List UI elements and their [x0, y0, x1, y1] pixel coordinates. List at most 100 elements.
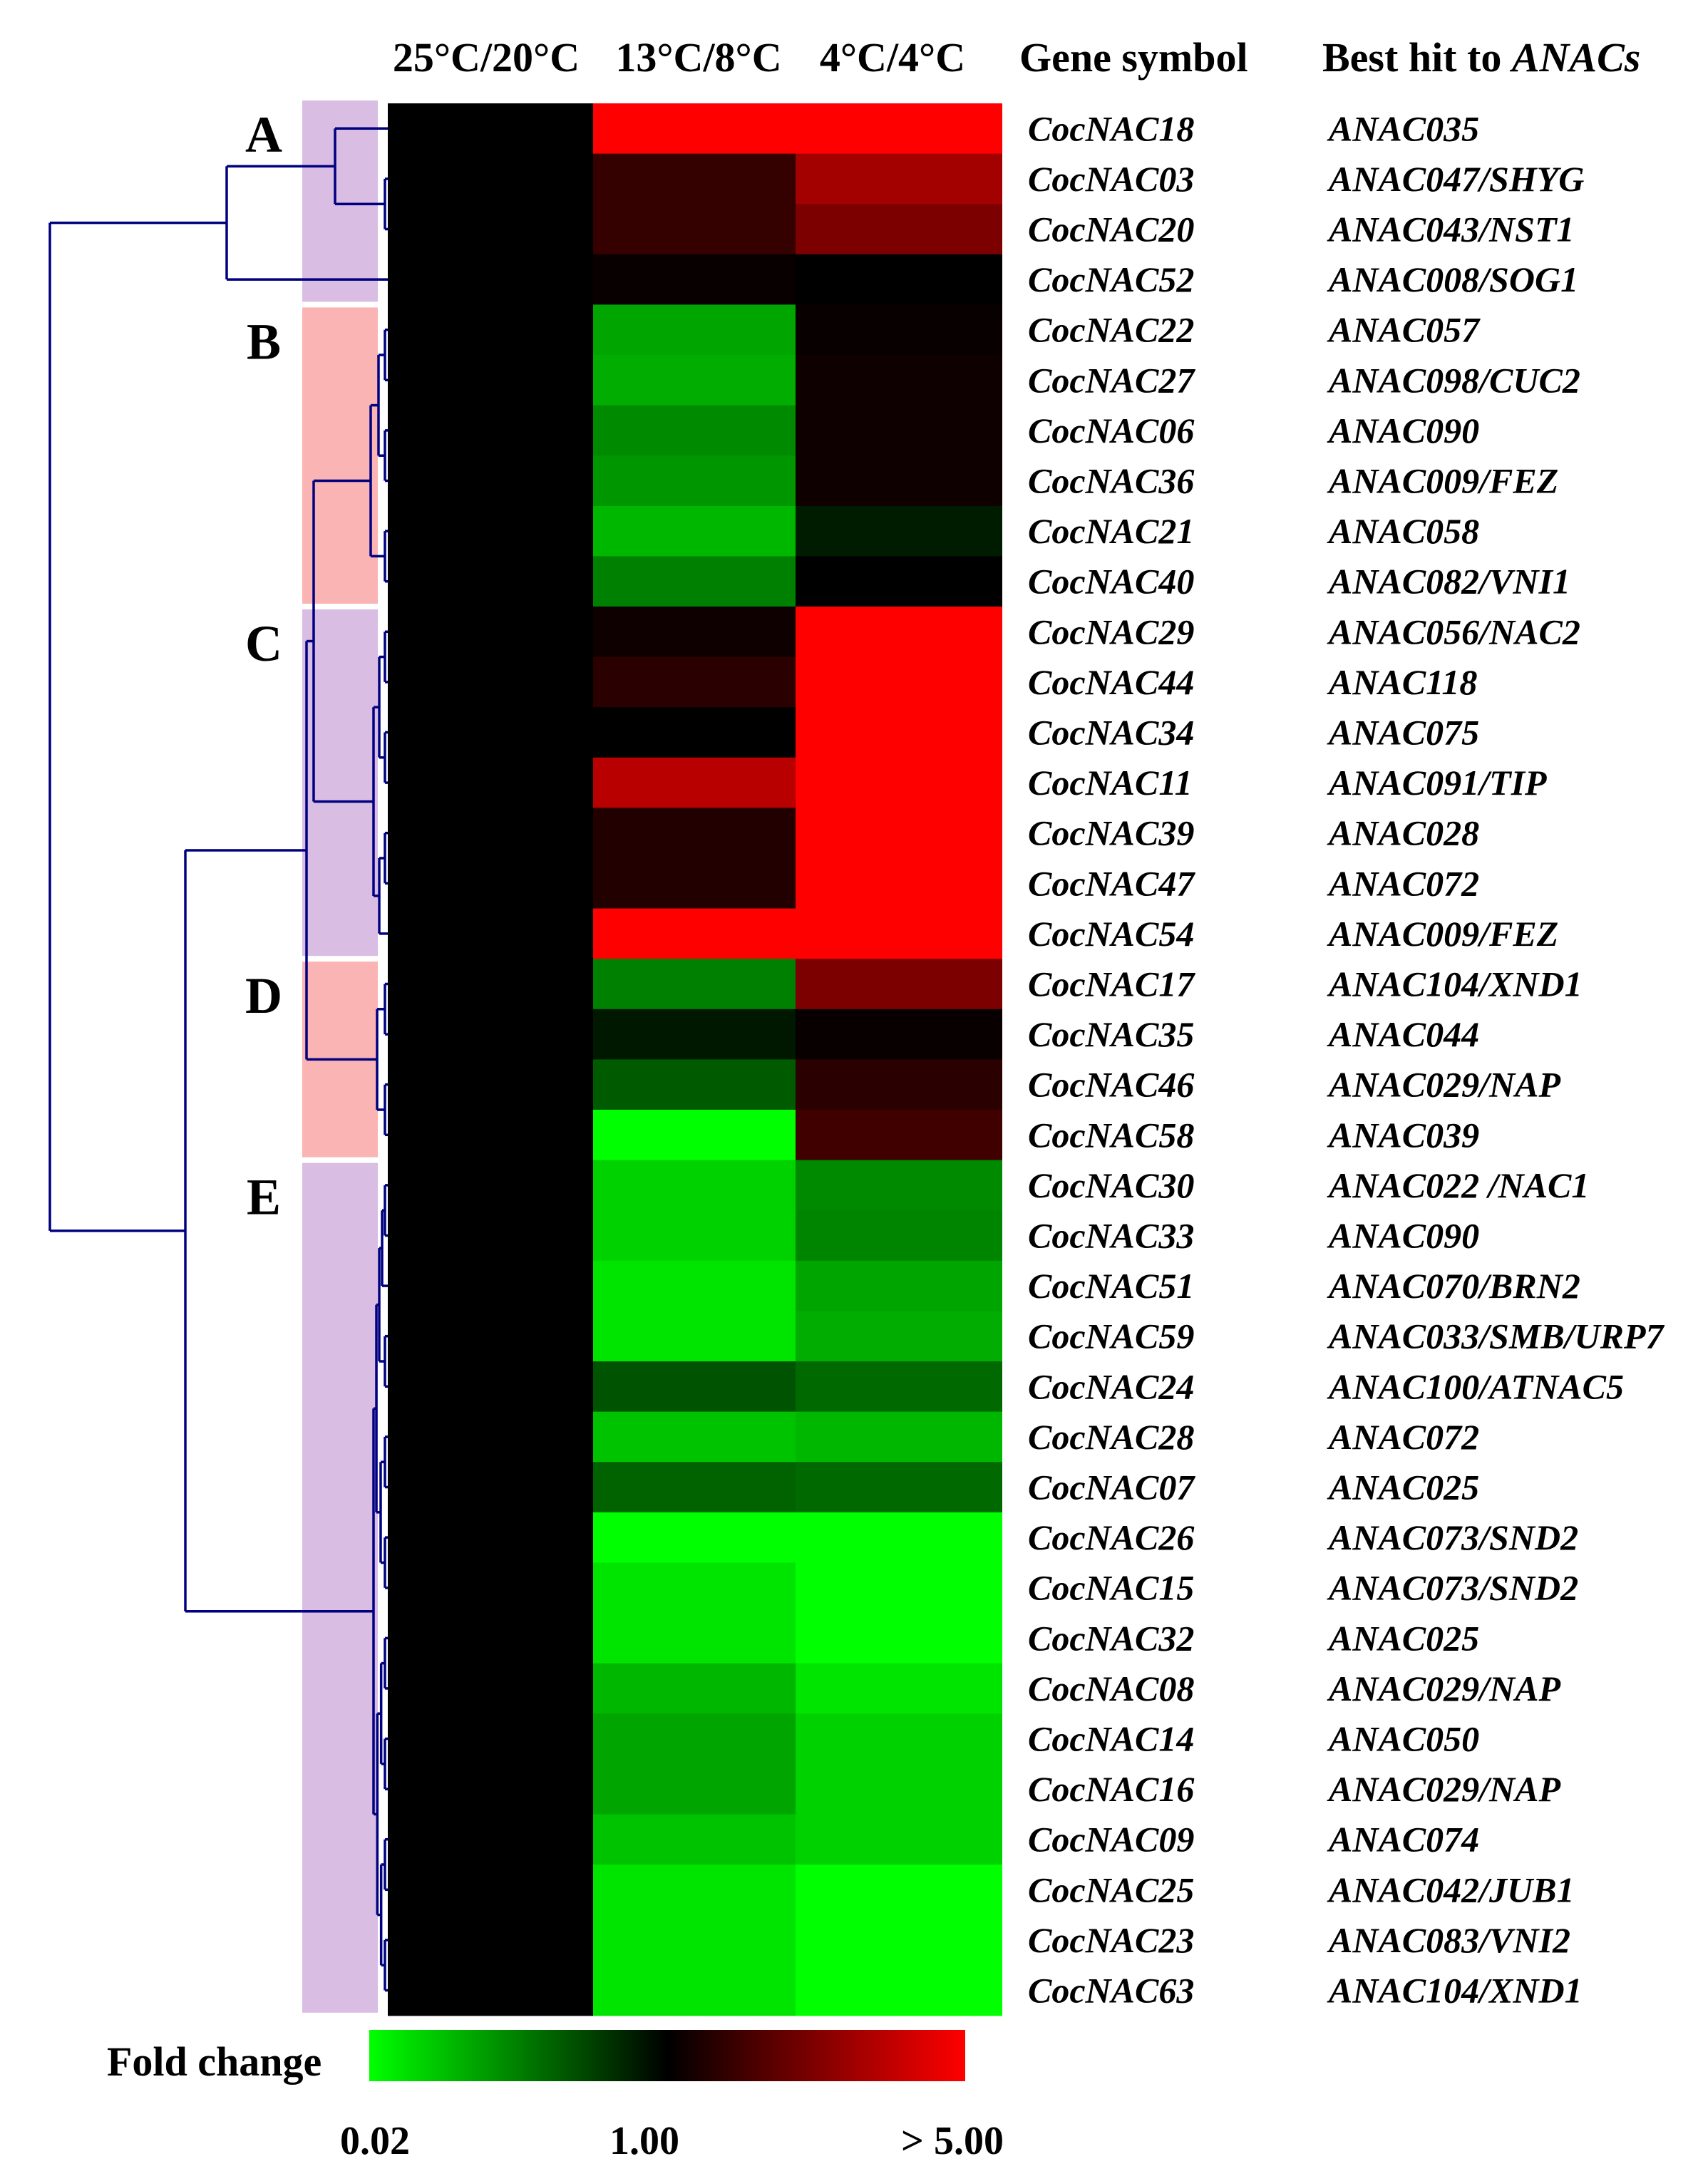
heatmap-cell	[388, 556, 593, 607]
heatmap-cell	[593, 355, 796, 406]
heatmap-cell	[796, 707, 1002, 758]
heatmap-cell	[796, 405, 1002, 456]
heatmap-cell	[796, 254, 1002, 305]
gene-symbol-label: CocNAC51	[1028, 1266, 1194, 1306]
best-hit-header-italic: ANACs	[1510, 34, 1641, 81]
gene-symbol-label: CocNAC52	[1028, 259, 1194, 299]
best-hit-label: ANAC091/TIP	[1327, 763, 1547, 803]
heatmap-cell	[796, 1110, 1002, 1161]
heatmap-cell	[796, 959, 1002, 1010]
gene-symbol-label: CocNAC28	[1028, 1417, 1194, 1457]
heatmap-cell	[593, 1713, 796, 1765]
heatmap-cell	[796, 355, 1002, 406]
heatmap-cell	[796, 304, 1002, 356]
heatmap-cell	[796, 757, 1002, 808]
heatmap-cell	[388, 1965, 593, 2016]
heatmap-cell	[388, 1613, 593, 1664]
heatmap-cell	[796, 908, 1002, 959]
heatmap-cell	[388, 908, 593, 959]
heatmap-cell	[796, 103, 1002, 155]
heatmap-cell	[593, 1512, 796, 1563]
heatmap-cell	[593, 1663, 796, 1714]
heatmap-cell	[388, 1562, 593, 1614]
gene-symbol-label: CocNAC08	[1028, 1669, 1194, 1708]
heatmap-cell	[593, 1059, 796, 1110]
gene-symbol-label: CocNAC06	[1028, 411, 1194, 450]
gene-symbol-label: CocNAC33	[1028, 1216, 1194, 1256]
heatmap-cell	[796, 1914, 1002, 1966]
gene-symbol-label: CocNAC27	[1028, 360, 1195, 400]
best-hit-label: ANAC050	[1327, 1719, 1479, 1759]
heatmap-cell	[388, 959, 593, 1010]
best-hit-label: ANAC118	[1327, 662, 1477, 702]
gene-symbol-label: CocNAC44	[1028, 662, 1194, 702]
heatmap-cell	[796, 1210, 1002, 1262]
best-hit-label: ANAC047/SHYG	[1327, 159, 1584, 199]
heatmap-cell	[388, 1260, 593, 1311]
heatmap-cell	[593, 707, 796, 758]
heatmap-cell	[388, 1914, 593, 1966]
best-hit-label: ANAC008/SOG1	[1327, 259, 1578, 299]
gene-symbol-label: CocNAC29	[1028, 612, 1194, 651]
cluster-band-a	[302, 100, 378, 302]
heatmap-cell	[593, 1613, 796, 1664]
heatmap-cell	[388, 607, 593, 658]
best-hit-label: ANAC009/FEZ	[1327, 914, 1558, 954]
heatmap-cell	[388, 1462, 593, 1513]
heatmap-cell	[388, 757, 593, 808]
heatmap-cell	[388, 1059, 593, 1110]
best-hit-label: ANAC043/NST1	[1327, 210, 1575, 249]
best-hit-label: ANAC070/BRN2	[1327, 1266, 1580, 1306]
cluster-groups: A B C D E	[245, 100, 378, 2013]
heatmap-cell	[388, 1110, 593, 1161]
best-hit-header: Best hit to ANACs	[1322, 34, 1640, 81]
gene-symbol-label: CocNAC26	[1028, 1517, 1194, 1557]
heatmap-cell	[593, 1562, 796, 1614]
best-hit-label: ANAC072	[1327, 1417, 1479, 1457]
heatmap-cell	[796, 1260, 1002, 1311]
heatmap-cell	[796, 656, 1002, 708]
heatmap-cell	[796, 556, 1002, 607]
heatmap-cell	[796, 1512, 1002, 1563]
heatmap-cell	[796, 1361, 1002, 1413]
heatmap-cell	[593, 808, 796, 859]
best-hit-label: ANAC029/NAP	[1327, 1669, 1561, 1708]
heatmap-cell	[796, 1059, 1002, 1110]
heatmap-cell	[593, 1763, 796, 1815]
best-hit-label: ANAC029/NAP	[1327, 1769, 1561, 1809]
heatmap-cell	[593, 908, 796, 959]
heatmap-cell	[593, 656, 796, 708]
heatmap-cell	[796, 1562, 1002, 1614]
gene-symbol-label: CocNAC20	[1028, 210, 1194, 249]
heatmap-cell	[593, 254, 796, 305]
cluster-band-e	[302, 1162, 378, 2013]
best-hit-label: ANAC073/SND2	[1327, 1517, 1578, 1557]
gene-symbol-label: CocNAC24	[1028, 1366, 1194, 1406]
heatmap-cell	[388, 1210, 593, 1262]
cluster-label-a: A	[245, 106, 282, 163]
heatmap-cell	[388, 304, 593, 356]
gene-symbol-label: CocNAC32	[1028, 1618, 1194, 1658]
heatmap-cell	[593, 405, 796, 456]
heatmap-cell	[388, 153, 593, 205]
gene-symbol-label: CocNAC46	[1028, 1065, 1194, 1105]
heatmap-cell	[796, 1814, 1002, 1865]
gene-symbol-label: CocNAC03	[1028, 159, 1194, 199]
heatmap-cell	[388, 656, 593, 708]
heatmap-cell	[593, 1009, 796, 1060]
heatmap-cell	[388, 103, 593, 155]
best-hit-label: ANAC035	[1327, 108, 1479, 148]
heatmap-cell	[796, 1865, 1002, 1916]
heatmap-cell	[796, 1411, 1002, 1463]
best-hit-label: ANAC022 /NAC1	[1327, 1165, 1589, 1205]
gene-symbol-label: CocNAC35	[1028, 1014, 1194, 1054]
best-hit-label: ANAC039	[1327, 1115, 1479, 1155]
gene-symbol-label: CocNAC11	[1028, 763, 1193, 803]
heatmap-cell	[593, 1311, 796, 1362]
best-hit-label: ANAC028	[1327, 813, 1479, 853]
best-hit-label: ANAC025	[1327, 1618, 1479, 1658]
heatmap-cell	[593, 304, 796, 356]
heatmap-cell	[593, 153, 796, 205]
gene-symbol-label: CocNAC63	[1028, 1971, 1194, 2011]
color-scale-bar	[369, 2030, 965, 2081]
